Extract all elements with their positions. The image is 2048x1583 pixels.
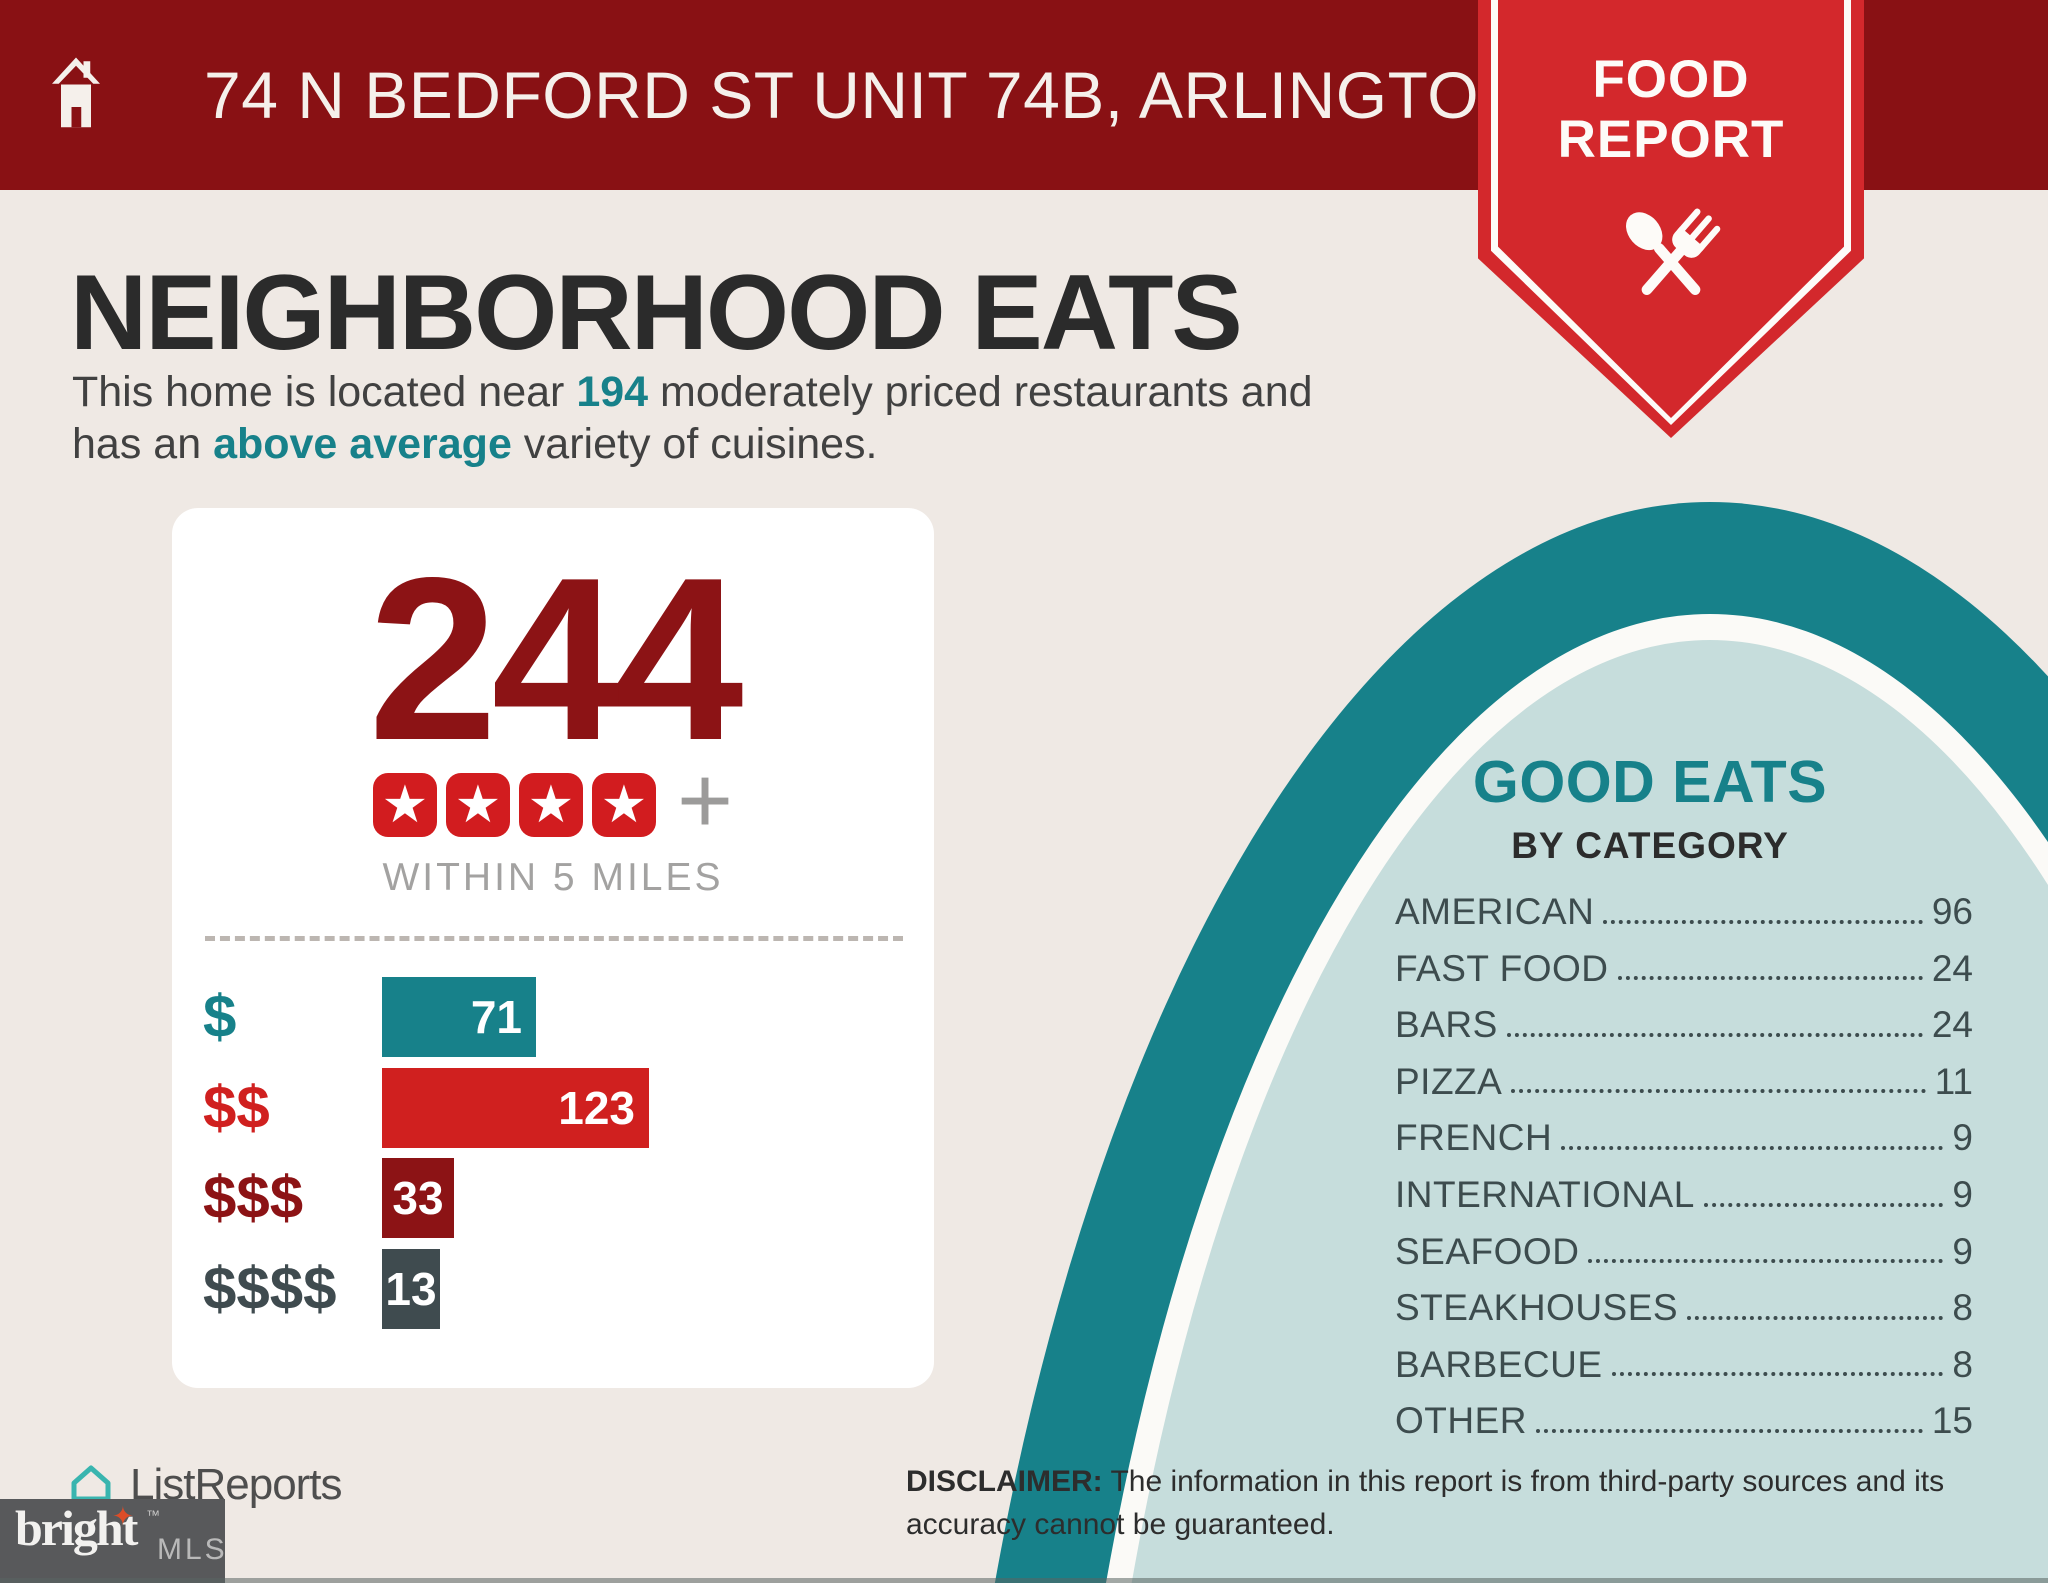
category-value: 11: [1934, 1060, 1973, 1102]
price-bar: 13: [382, 1249, 440, 1329]
mls-label: MLS: [157, 1533, 228, 1566]
ribbon-title: FOOD REPORT: [1478, 50, 1864, 170]
price-level-label: $$$: [203, 1164, 304, 1231]
star-icon: ★: [591, 773, 656, 837]
category-label: BARS: [1395, 1004, 1498, 1046]
price-bar-row: $$ 123: [172, 1068, 934, 1148]
category-row: BARS 24: [1395, 997, 1973, 1054]
ribbon-title-line1: FOOD: [1592, 50, 1750, 109]
category-row: PIZZA 11: [1395, 1054, 1973, 1111]
category-list: AMERICAN 96 FAST FOOD 24 BARS 24 PIZZA 11 FRENCH…: [1395, 884, 1973, 1450]
bright-star-icon: ✦: [112, 1501, 134, 1531]
category-label: OTHER: [1395, 1400, 1527, 1442]
restaurant-count-highlight: 194: [576, 368, 649, 416]
good-eats-subtitle: BY CATEGORY: [1511, 825, 1789, 866]
listreports-house-icon: [68, 1461, 114, 1510]
price-level-label: $$: [203, 1074, 270, 1141]
food-report-ribbon: FOOD REPORT: [1478, 0, 1864, 438]
category-label: INTERNATIONAL: [1395, 1173, 1695, 1215]
category-value: 15: [1931, 1400, 1973, 1442]
star-icon: ★: [518, 773, 583, 837]
category-value: 8: [1952, 1287, 1973, 1329]
intro-text-segment: moderately priced restaurants and: [648, 368, 1313, 416]
price-bar-row: $$$$ 13: [172, 1249, 934, 1329]
category-label: STEAKHOUSES: [1395, 1287, 1679, 1329]
dotted-leader: [1603, 919, 1923, 924]
good-eats-section: GOOD EATS BY CATEGORY: [1330, 748, 1970, 867]
category-row: STEAKHOUSES 8: [1395, 1280, 1973, 1337]
fork-spoon-icon: [1478, 192, 1864, 337]
price-bar-value: 33: [392, 1172, 444, 1224]
dotted-leader: [1536, 1428, 1923, 1433]
dotted-leader: [1511, 1089, 1926, 1094]
intro-text-segment: This home is located near: [72, 368, 577, 416]
price-level-label: $$$$: [203, 1255, 337, 1322]
category-value: 8: [1952, 1343, 1973, 1385]
summary-card: 244 ★ ★ ★ ★ + WITHIN 5 MILES $71 $$ 123 $$$ 33 $$…: [172, 508, 934, 1388]
bottom-edge-line: [0, 1578, 2048, 1583]
dotted-leader: [1506, 1032, 1923, 1037]
star-icon: ★: [372, 773, 437, 837]
price-bar: 123: [382, 1068, 649, 1148]
price-bar-row: $$$ 33: [172, 1158, 934, 1238]
category-row: SEAFOOD 9: [1395, 1224, 1973, 1281]
category-value: 9: [1952, 1173, 1973, 1215]
price-bar-row: $71: [172, 977, 934, 1057]
price-bar: 33: [382, 1158, 454, 1238]
bright-wordmark: bright: [15, 1500, 138, 1556]
page-title: NEIGHBORHOOD EATS: [70, 252, 1243, 372]
trademark-symbol: ™: [146, 1507, 160, 1523]
dotted-leader: [1588, 1259, 1944, 1264]
category-label: BARBECUE: [1395, 1343, 1603, 1385]
category-value: 24: [1931, 947, 1973, 989]
category-row: OTHER 15: [1395, 1393, 1973, 1450]
dotted-leader: [1703, 1202, 1944, 1207]
category-row: INTERNATIONAL 9: [1395, 1167, 1973, 1224]
intro-line-2: has an above average variety of cuisines…: [72, 418, 1472, 470]
total-restaurant-count: 244: [368, 530, 743, 789]
category-row: AMERICAN 96: [1395, 884, 1973, 941]
price-bar-value: 123: [558, 1082, 635, 1134]
dotted-leader: [1611, 1372, 1944, 1377]
ribbon-title-line2: REPORT: [1557, 109, 1785, 169]
good-eats-title: GOOD EATS: [1472, 749, 1828, 815]
radius-label: WITHIN 5 MILES: [382, 856, 724, 899]
category-value: 9: [1952, 1117, 1973, 1159]
price-level-label: $: [203, 983, 237, 1050]
category-label: FRENCH: [1395, 1117, 1553, 1159]
category-label: SEAFOOD: [1395, 1230, 1580, 1272]
variety-highlight: above average: [213, 420, 512, 469]
dotted-leader: [1617, 976, 1923, 981]
category-value: 96: [1931, 891, 1973, 932]
category-row: FAST FOOD 24: [1395, 941, 1973, 998]
price-bar-value: 13: [385, 1263, 437, 1315]
price-bar: 71: [382, 977, 536, 1057]
category-label: AMERICAN: [1395, 891, 1595, 932]
intro-text-segment: variety of cuisines.: [511, 420, 878, 469]
intro-text: This home is located near 194 moderately…: [72, 366, 1472, 471]
category-value: 9: [1952, 1230, 1973, 1272]
dashed-divider: [205, 936, 903, 941]
disclaimer-text: The information in this report is from t…: [906, 1465, 1945, 1542]
dotted-leader: [1687, 1315, 1944, 1320]
intro-line-1: This home is located near 194 moderately…: [72, 366, 1472, 418]
dotted-leader: [1561, 1145, 1944, 1150]
ribbon-content: FOOD REPORT: [1478, 0, 1864, 438]
price-bar-value: 71: [470, 991, 522, 1043]
price-bar-rows: $71 $$ 123 $$$ 33 $$$$ 13: [172, 508, 934, 1388]
brightmls-logo: bright ✦ ™ MLS: [0, 1499, 225, 1583]
intro-text-segment: has an: [72, 420, 214, 469]
category-value: 24: [1931, 1004, 1973, 1046]
disclaimer: DISCLAIMER: The information in this repo…: [906, 1460, 2048, 1546]
category-label: PIZZA: [1395, 1060, 1503, 1102]
category-row: FRENCH 9: [1395, 1110, 1973, 1167]
category-label: FAST FOOD: [1395, 947, 1609, 989]
home-icon: [52, 47, 100, 143]
star-icon: ★: [445, 773, 510, 837]
disclaimer-label: DISCLAIMER:: [906, 1465, 1103, 1498]
category-row: BARBECUE 8: [1395, 1337, 1973, 1394]
